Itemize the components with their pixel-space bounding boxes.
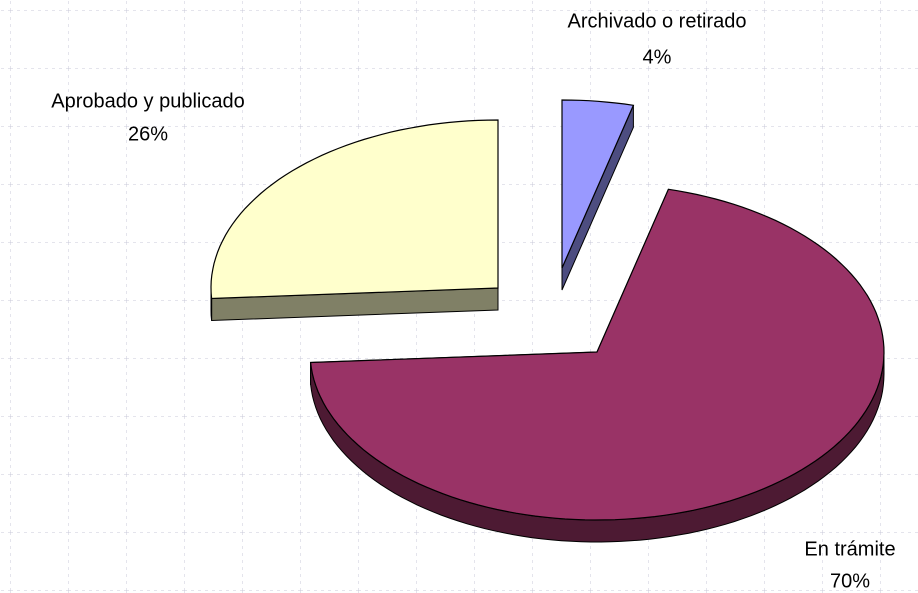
slice-label: Archivado o retirado <box>568 10 747 32</box>
pie <box>210 99 885 543</box>
slice-label: Aprobado y publicado <box>51 90 244 112</box>
slice <box>309 188 885 521</box>
labels: Archivado o retirado 4% En trámite 70% Aprob… <box>51 10 895 592</box>
value-label: 4% <box>643 46 672 68</box>
slice <box>210 119 499 300</box>
slice-label: En trámite <box>804 538 895 560</box>
value-label: 26% <box>128 123 168 145</box>
slice <box>561 99 635 269</box>
value-label: 70% <box>830 570 870 592</box>
